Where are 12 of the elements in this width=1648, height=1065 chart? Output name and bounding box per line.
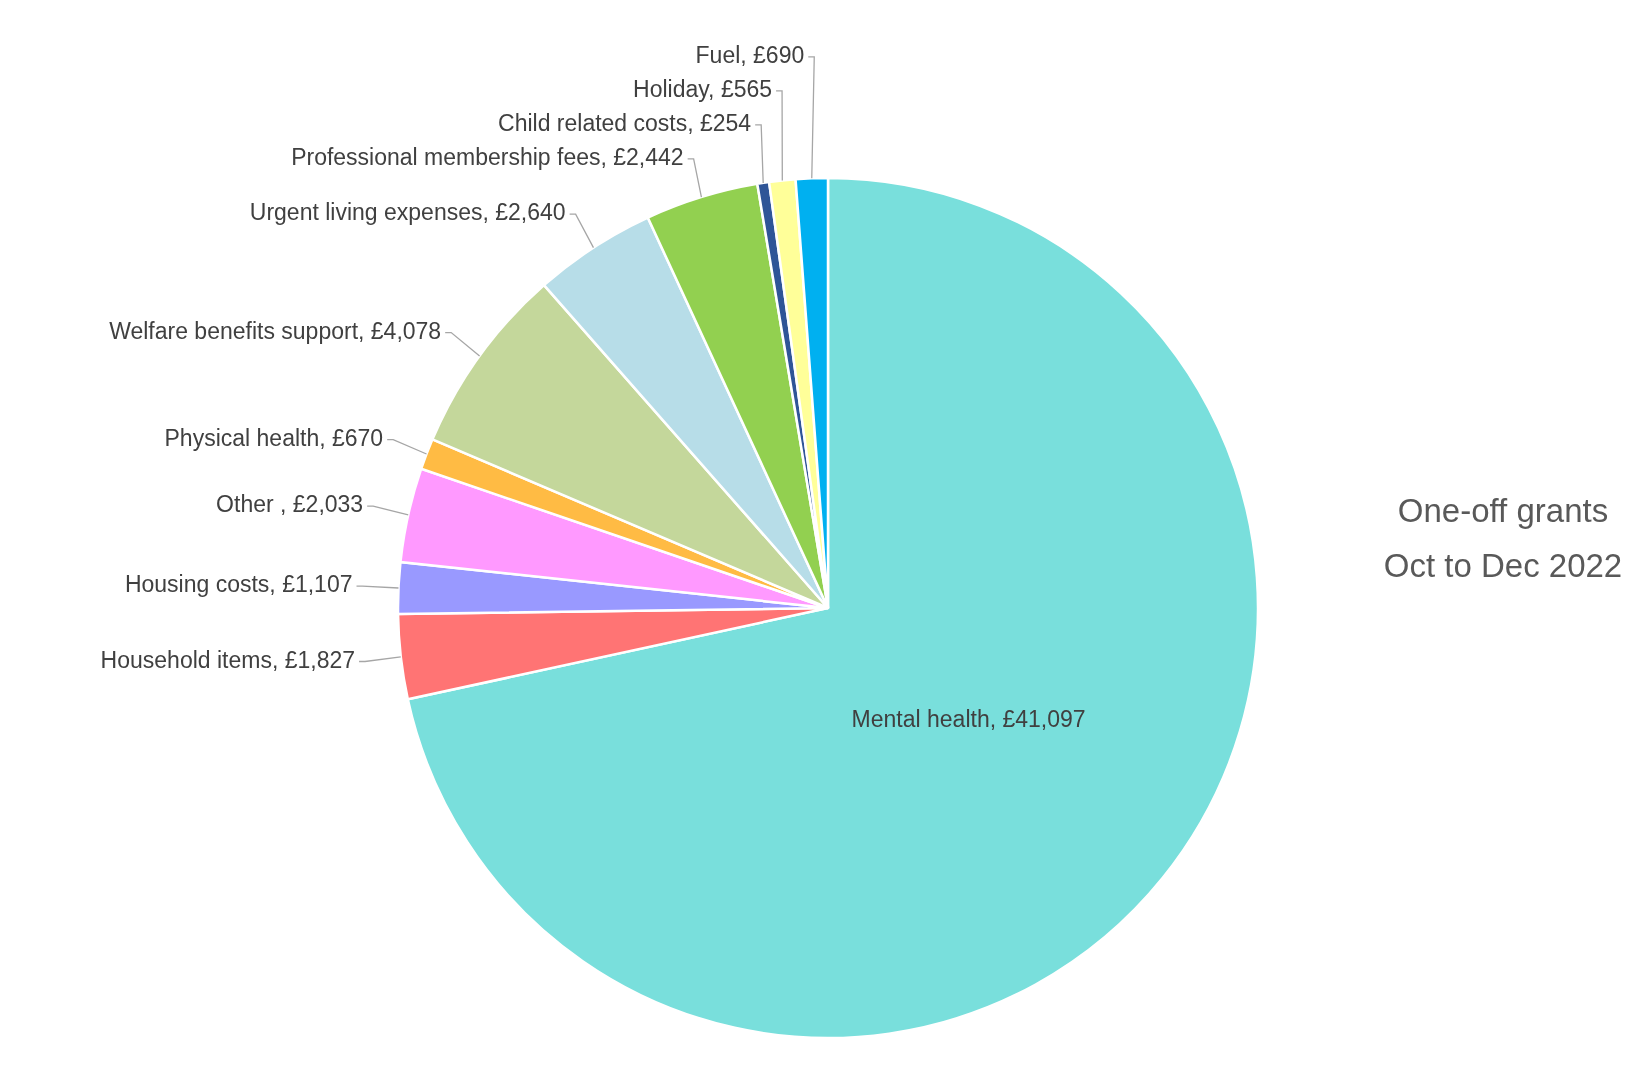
slice-label: Holiday, £565 [633,75,773,102]
slice-label: Welfare benefits support, £4,078 [109,317,442,344]
slice-label: Fuel, £690 [695,41,805,68]
slice-label: Other , £2,033 [216,491,364,518]
slice-label: Professional membership fees, £2,442 [291,143,684,170]
slice-label: Physical health, £670 [164,424,384,451]
slice-label: Mental health, £41,097 [851,706,1086,733]
slice-label: Child related costs, £254 [498,109,752,136]
text: One-off grants Oct to Dec 2022 [1383,491,1623,584]
slice-label: Household items, £1,827 [100,646,356,673]
slice-label: Urgent living expenses, £2,640 [249,199,566,226]
slice-label: Housing costs, £1,107 [124,571,353,598]
